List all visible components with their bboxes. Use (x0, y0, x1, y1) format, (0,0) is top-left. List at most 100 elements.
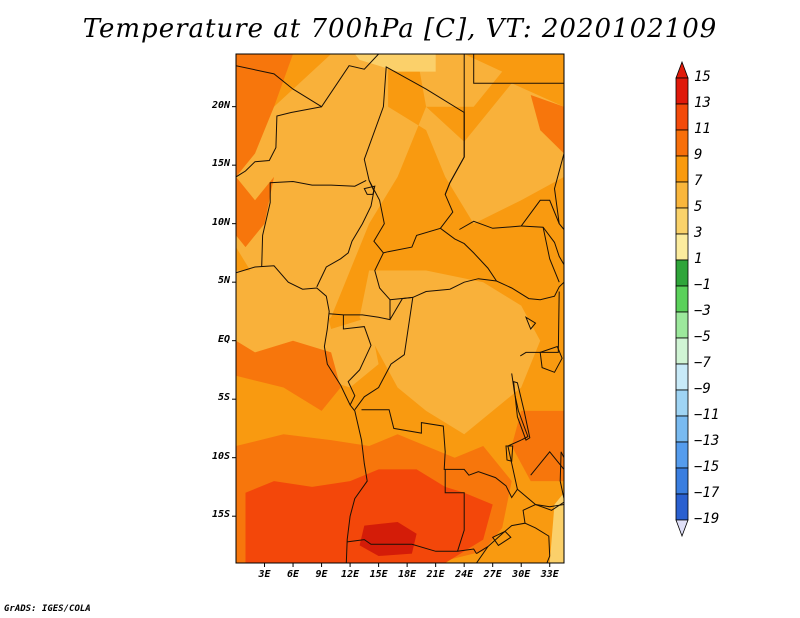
colorbar-swatch (675, 259, 689, 287)
border-line (347, 539, 477, 554)
lon-label: 12E (341, 569, 360, 580)
region-libya-7 (416, 54, 503, 107)
lon-label: 18E (398, 569, 417, 580)
lon-label: 27E (483, 569, 502, 580)
colorbar-label: −1 (694, 277, 711, 293)
border-line (354, 296, 414, 410)
region-ne-warm-11 (530, 95, 564, 154)
grads-credit: GrADS: IGES/COLA (4, 604, 91, 614)
colorbar-label: −7 (694, 355, 711, 371)
border-line (449, 546, 489, 563)
colorbar-label: 13 (694, 95, 711, 111)
colorbar-swatch (675, 467, 689, 495)
region-sahel-7 (236, 54, 564, 341)
border-line (236, 265, 368, 563)
border-line (473, 54, 564, 84)
border-line (440, 227, 497, 282)
colorbar-swatch (675, 389, 689, 417)
colorbar-label: 9 (694, 147, 703, 163)
lat-label: EQ (217, 333, 230, 345)
lake-outline (524, 316, 537, 330)
colorbar-swatch (675, 493, 689, 521)
border-line (520, 291, 560, 357)
country-borders (236, 54, 564, 563)
region-south-13 (245, 469, 493, 563)
lon-label: 6E (287, 569, 300, 580)
lake-outline (559, 451, 564, 499)
region-se-coast-5 (549, 492, 564, 563)
border-line (517, 488, 564, 508)
border-line (522, 501, 564, 524)
temperature-field (236, 54, 564, 563)
region-northwest-11 (236, 54, 293, 177)
colorbar-label: −19 (694, 511, 720, 527)
colorbar-swatch (675, 207, 689, 235)
colorbar-label: −17 (694, 485, 720, 501)
colorbar-swatch (675, 363, 689, 391)
border-line (444, 469, 465, 552)
border-line (444, 112, 465, 195)
lake-outline (363, 185, 376, 195)
colorbar-swatch (675, 129, 689, 157)
axis-ticks (232, 106, 551, 567)
lat-label: 5N (217, 275, 230, 287)
colorbar-label: −3 (694, 303, 711, 319)
lat-label: 10N (211, 216, 230, 228)
border-line (342, 314, 372, 406)
colorbar-swatch (675, 77, 689, 105)
colorbar-swatch (675, 155, 689, 183)
lon-label: 15E (369, 569, 388, 580)
region-southwest-11 (236, 340, 341, 411)
colorbar-label: −15 (694, 459, 720, 475)
colorbar-label: 7 (694, 173, 703, 189)
colorbar-swatch (675, 415, 689, 443)
colorbar-label: 15 (694, 69, 711, 85)
lon-label: 9E (315, 569, 328, 580)
border-line (521, 225, 564, 265)
colorbar-swatch (675, 337, 689, 365)
map-frame (235, 53, 565, 564)
border-line (459, 199, 564, 230)
lon-label: 21E (426, 569, 445, 580)
lat-label: 5S (217, 392, 230, 404)
colorbar-label: −5 (694, 329, 711, 345)
lake-outline (505, 445, 514, 462)
region-hotspot-15 (359, 522, 417, 556)
lake-outline (539, 345, 563, 373)
region-nigeria-11 (236, 176, 274, 248)
colorbar-swatch (675, 181, 689, 209)
lon-label: 3E (258, 569, 271, 580)
colorbar-label: −11 (694, 407, 720, 423)
border-line (236, 106, 322, 178)
lat-label: 10S (211, 450, 230, 462)
colorbar-label: 11 (694, 121, 711, 137)
lat-label: 15S (211, 509, 230, 521)
lake-outline (513, 380, 531, 441)
lat-label: 15N (211, 158, 230, 170)
border-line (329, 180, 391, 321)
colorbar-swatch (675, 311, 689, 339)
colorbar-label: 5 (694, 199, 703, 215)
colorbar-label: 3 (694, 225, 703, 241)
colorbar-label: −13 (694, 433, 720, 449)
border-line (553, 83, 564, 224)
border-line (261, 179, 367, 268)
colorbar-label: −9 (694, 381, 711, 397)
colorbar-swatch (675, 233, 689, 261)
lake-outline (491, 530, 512, 547)
colorbar-top-cap (675, 60, 689, 79)
border-line (542, 227, 560, 283)
colorbar-swatch (675, 441, 689, 469)
chart-title: Temperature at 700hPa [C], VT: 202010210… (82, 14, 718, 44)
colorbar-bottom-cap (675, 519, 689, 538)
colorbar-swatch (675, 103, 689, 131)
lon-label: 30E (512, 569, 531, 580)
colorbar (675, 60, 689, 538)
lat-label: 20N (211, 99, 230, 111)
border-line (530, 451, 564, 476)
colorbar-swatch (675, 285, 689, 313)
lon-label: 33E (540, 569, 559, 580)
lon-label: 24E (455, 569, 474, 580)
region-congo-7 (359, 270, 541, 435)
